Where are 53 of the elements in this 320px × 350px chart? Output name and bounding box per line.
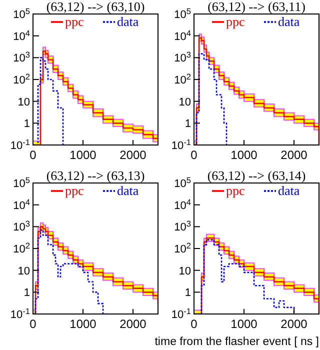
y-tick-label: 10$^{-1}$ — [171, 138, 192, 152]
y-tick-label: 10$^{2}$ — [13, 72, 30, 86]
chart-title: (63,12) --> (63,11) — [208, 0, 306, 14]
x-tick-label: 1000 — [70, 317, 97, 331]
y-tick-label: 1 — [24, 118, 30, 130]
x-tick-label: 2000 — [120, 317, 147, 331]
x-tick-label: 1000 — [230, 148, 258, 162]
y-tick-label: 10$^{-1}$ — [171, 306, 192, 321]
y-tick-label: 10$^{5}$ — [174, 176, 192, 190]
y-tick-label: 10 — [18, 96, 30, 108]
y-tick-label: 1 — [184, 287, 191, 300]
x-tick-label: 0 — [30, 148, 37, 162]
x-tick-label: 2000 — [280, 148, 308, 162]
y-tick-label: 10$^{-1}$ — [10, 138, 30, 152]
x-tick-label: 2000 — [120, 148, 147, 162]
legend-label: ppc — [65, 14, 84, 29]
y-tick-label: 10$^{3}$ — [13, 50, 30, 65]
legend-label: data — [117, 14, 139, 29]
y-tick-label: 10$^{5}$ — [174, 6, 192, 21]
legend-label: data — [278, 183, 300, 198]
x-tick-label: 0 — [30, 317, 37, 331]
y-tick-label: 10$^{3}$ — [174, 219, 192, 234]
x-tick-label: 0 — [190, 317, 198, 331]
y-tick-label: 10$^{-1}$ — [10, 306, 30, 321]
y-tick-label: 10 — [18, 265, 30, 278]
y-tick-label: 10$^{3}$ — [13, 219, 30, 234]
y-tick-label: 10$^{4}$ — [13, 28, 30, 43]
y-tick-label: 10$^{2}$ — [13, 241, 30, 256]
y-tick-label: 1 — [184, 118, 191, 130]
y-tick-label: 10$^{5}$ — [13, 176, 30, 190]
x-tick-label: 0 — [190, 148, 198, 162]
y-tick-label: 10$^{2}$ — [174, 72, 192, 86]
x-tick-label: 1000 — [230, 317, 258, 331]
x-tick-label: 2000 — [280, 317, 308, 331]
y-tick-label: 10$^{5}$ — [13, 6, 30, 21]
chart-title: (63,12) --> (63,10) — [46, 0, 145, 14]
legend-label: ppc — [226, 14, 245, 29]
y-tick-label: 1 — [24, 287, 30, 300]
y-tick-label: 10$^{4}$ — [13, 197, 30, 212]
legend-label: data — [278, 14, 300, 29]
legend-label: ppc — [226, 183, 245, 198]
y-tick-label: 10$^{3}$ — [174, 50, 192, 65]
legend-label: data — [117, 183, 139, 198]
chart-title: (63,12) --> (63,14) — [207, 168, 306, 183]
y-tick-label: 10 — [178, 96, 191, 108]
y-tick-label: 10$^{2}$ — [174, 241, 192, 256]
legend-label: ppc — [65, 183, 84, 198]
y-tick-label: 10 — [178, 265, 191, 278]
x-axis-title: time from the flasher event [ ns ] — [154, 336, 319, 348]
y-tick-label: 10$^{4}$ — [174, 28, 192, 43]
x-tick-label: 1000 — [70, 148, 97, 162]
y-tick-label: 10$^{4}$ — [174, 197, 192, 212]
chart-title: (63,12) --> (63,13) — [46, 168, 145, 183]
